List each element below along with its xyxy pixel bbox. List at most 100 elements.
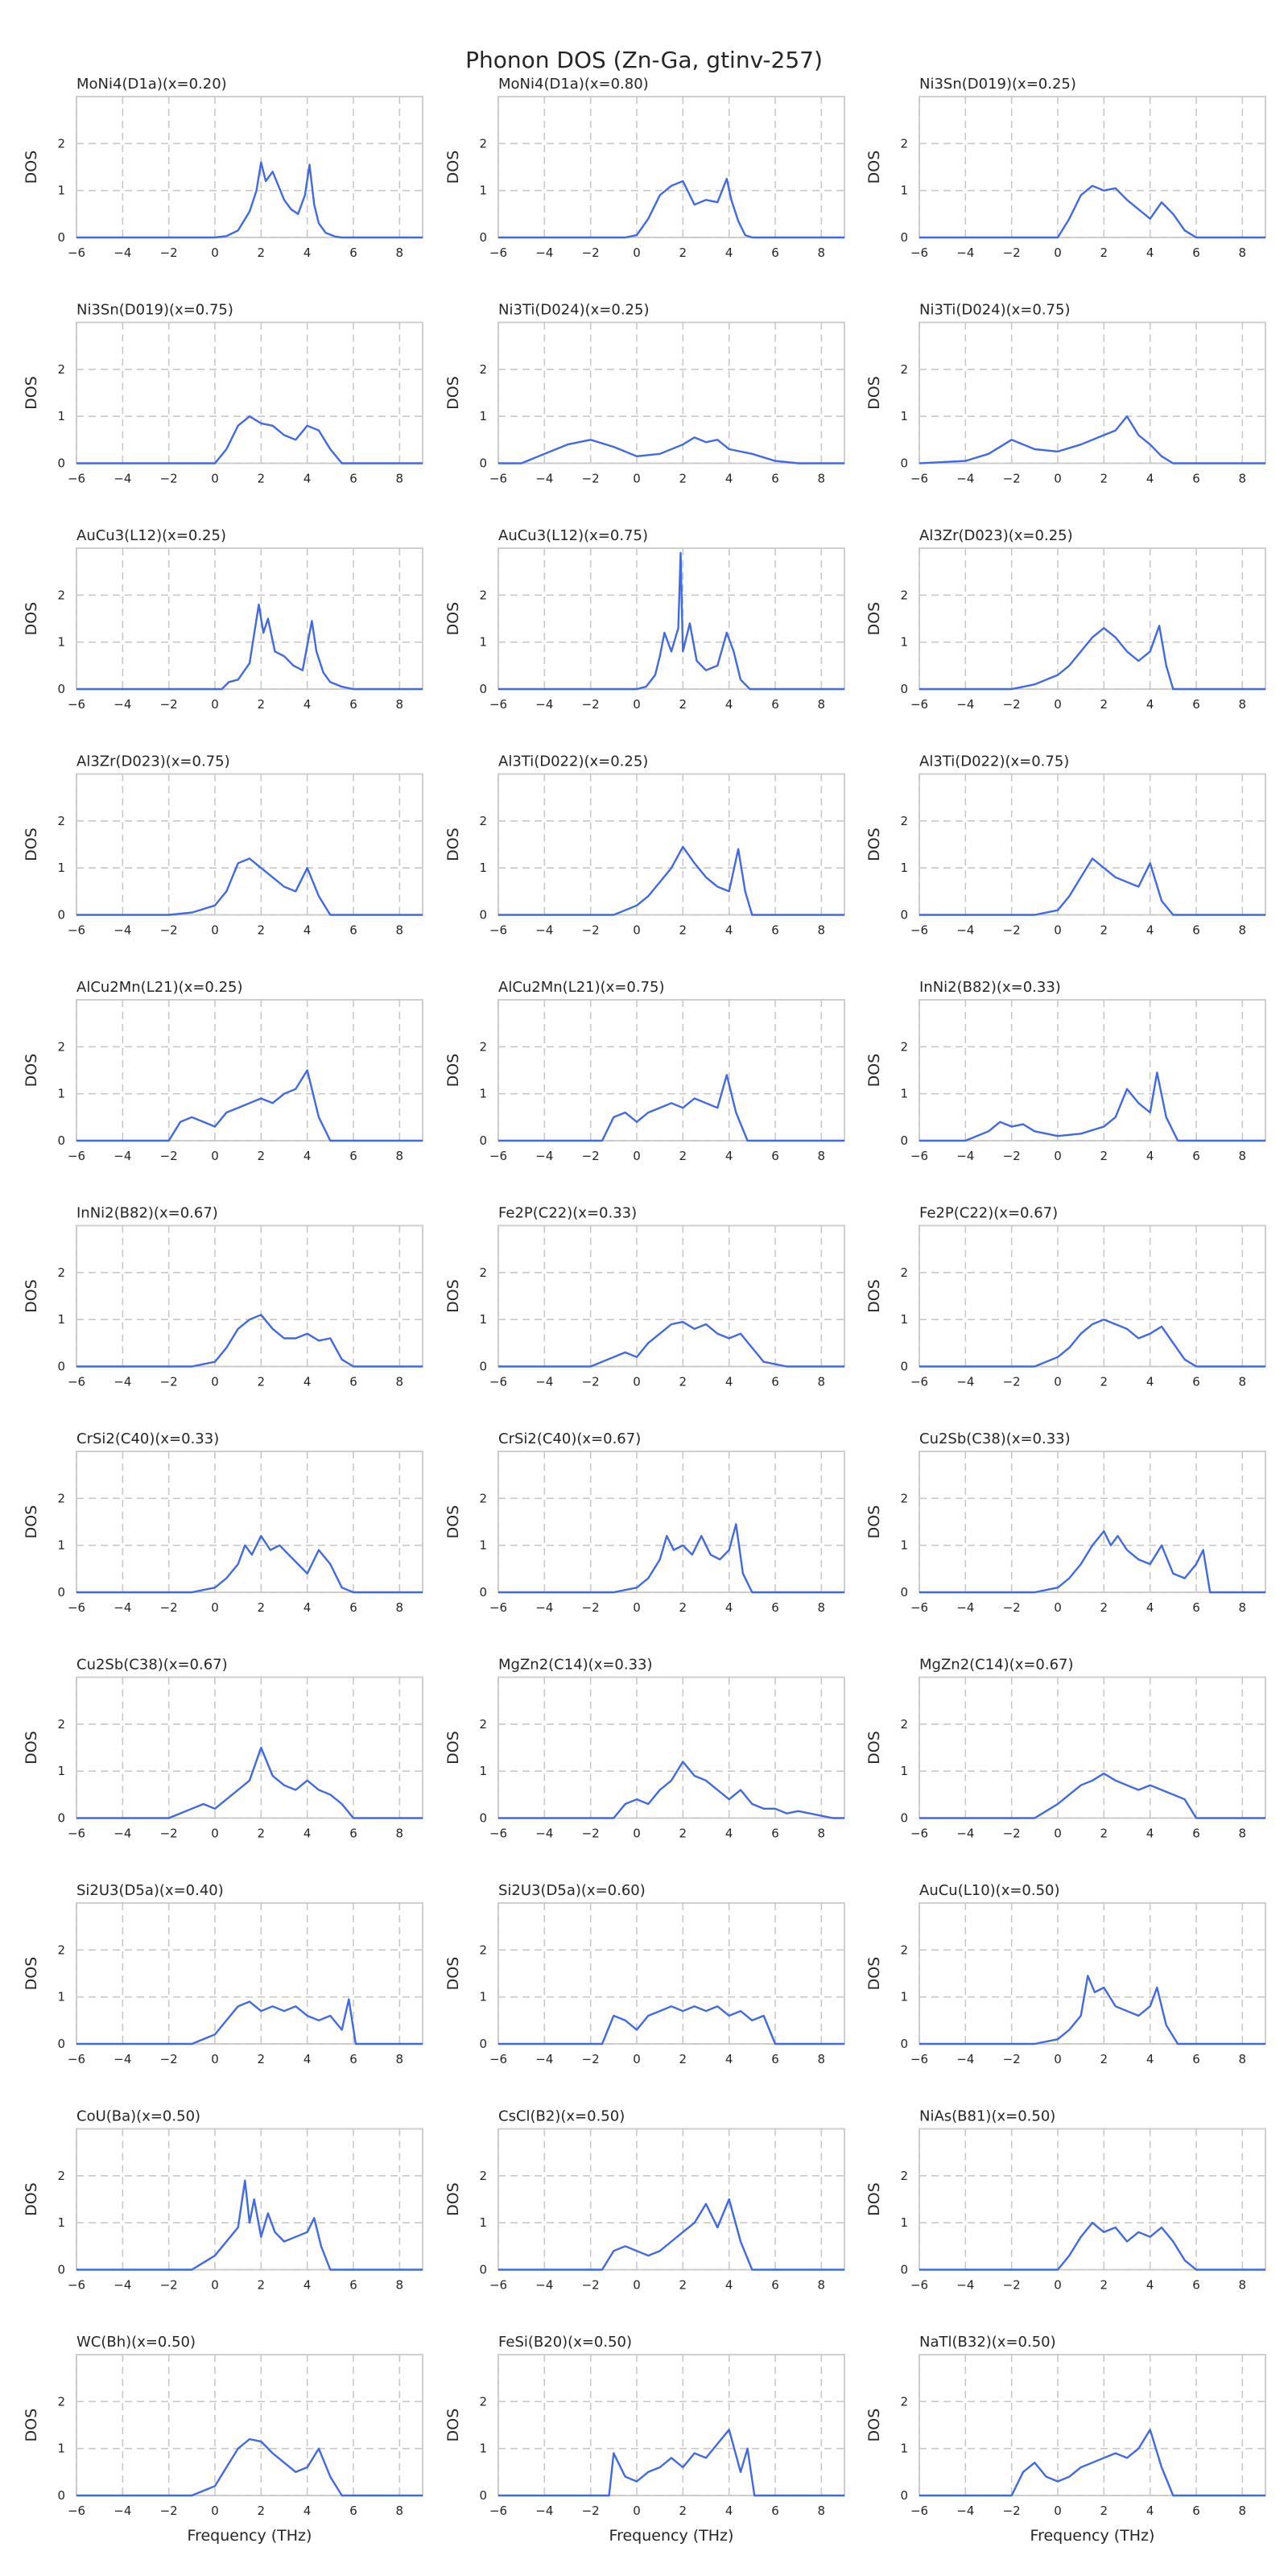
y-tick-label: 2 xyxy=(479,1942,487,1957)
x-tick-label: 8 xyxy=(396,1375,404,1389)
y-tick-label: 2 xyxy=(57,814,65,828)
x-tick-label: 0 xyxy=(211,1375,219,1389)
x-tick-label: 6 xyxy=(771,1375,779,1389)
y-tick-label: 0 xyxy=(57,908,65,923)
x-tick-label: −6 xyxy=(68,1600,85,1615)
panel: −6 −4 −2 0 2 4 6 8 0 1 2 DOS Fe2P(C22)(x=0.33) xyxy=(444,1205,845,1389)
y-tick-label: 1 xyxy=(900,184,908,198)
x-tick-label: 8 xyxy=(1239,1375,1247,1389)
panel: −6 −4 −2 0 2 4 6 8 0 1 2 DOS CsCl(B2)(x=0.50) xyxy=(444,2108,845,2293)
y-axis-label: DOS xyxy=(23,2182,40,2216)
x-tick-label: 6 xyxy=(1192,697,1200,712)
x-tick-label: 4 xyxy=(303,1827,312,1841)
y-tick-label: 0 xyxy=(479,1585,487,1600)
x-tick-label: 4 xyxy=(303,923,312,938)
y-tick-label: 0 xyxy=(479,230,487,245)
y-tick-label: 2 xyxy=(900,362,908,377)
plot-area xyxy=(76,1902,423,2045)
plot-area xyxy=(497,1902,845,2045)
x-tick-label: −2 xyxy=(1003,1149,1021,1163)
panel-title: MgZn2(C14)(x=0.67) xyxy=(919,1657,1074,1674)
x-tick-label: −2 xyxy=(1003,1600,1021,1615)
y-tick-label: 2 xyxy=(479,2394,487,2409)
plot-area xyxy=(919,999,1266,1141)
dos-line xyxy=(76,857,423,916)
x-tick-label: −4 xyxy=(535,472,553,486)
y-axis-label: DOS xyxy=(865,151,883,184)
panel: −6 −4 −2 0 2 4 6 8 0 1 2 DOS Ni3Ti(D024)(x=0.75) xyxy=(865,302,1266,486)
y-tick-label: 0 xyxy=(900,1585,908,1600)
y-axis-label: DOS xyxy=(865,2409,883,2442)
y-axis-label: DOS xyxy=(23,828,40,861)
panel-title: AuCu3(L12)(x=0.75) xyxy=(498,527,648,544)
x-tick-label: 2 xyxy=(258,697,266,712)
dos-line xyxy=(498,1074,844,1142)
x-tick-label: −2 xyxy=(1003,2504,1021,2518)
x-tick-label: −2 xyxy=(582,2052,600,2066)
x-tick-label: −2 xyxy=(1003,697,1021,712)
x-tick-label: 8 xyxy=(396,1827,404,1841)
x-tick-label: 2 xyxy=(1100,2052,1108,2066)
x-tick-label: −4 xyxy=(114,2052,131,2066)
dos-line xyxy=(498,2429,844,2497)
x-tick-label: 2 xyxy=(258,1827,266,1841)
x-tick-label: −2 xyxy=(160,246,178,260)
y-tick-label: 1 xyxy=(57,861,65,875)
x-tick-label: −6 xyxy=(489,1375,507,1389)
dos-line xyxy=(919,857,1265,916)
y-tick-label: 1 xyxy=(57,1087,65,1101)
x-tick-label: −4 xyxy=(535,1149,553,1163)
x-tick-label: 2 xyxy=(258,1149,266,1163)
panel-title: InNi2(B82)(x=0.33) xyxy=(919,979,1061,996)
x-tick-label: −4 xyxy=(956,472,974,486)
x-tick-label: 6 xyxy=(771,2504,779,2518)
y-tick-label: 2 xyxy=(900,588,908,602)
x-tick-label: 8 xyxy=(396,1149,404,1163)
x-tick-label: 0 xyxy=(211,697,219,712)
y-tick-label: 2 xyxy=(479,1717,487,1732)
y-tick-label: 0 xyxy=(57,230,65,245)
panel: −6 −4 −2 0 2 4 6 8 0 1 2 DOS Al3Ti(D022)(x=0.25) xyxy=(444,753,845,938)
x-tick-label: 8 xyxy=(1239,923,1247,938)
y-tick-label: 2 xyxy=(479,2169,487,2183)
y-tick-label: 2 xyxy=(479,588,487,602)
x-tick-label: 6 xyxy=(1192,1600,1200,1615)
y-tick-label: 0 xyxy=(900,1811,908,1826)
y-tick-label: 0 xyxy=(900,456,908,471)
panel-title: NaTl(B32)(x=0.50) xyxy=(919,2334,1056,2351)
x-tick-label: 2 xyxy=(1100,1375,1108,1389)
x-tick-label: −4 xyxy=(956,1827,974,1841)
x-tick-label: 4 xyxy=(1146,2278,1154,2293)
plot-area xyxy=(919,96,1266,238)
panel: −6 −4 −2 0 2 4 6 8 0 1 2 DOS Fe2P(C22)(x=0.67) xyxy=(865,1205,1266,1389)
x-tick-label: −6 xyxy=(910,1375,928,1389)
x-tick-label: 2 xyxy=(1100,2504,1108,2518)
x-tick-label: 0 xyxy=(633,1827,641,1841)
y-axis-label: DOS xyxy=(23,602,40,636)
panel-title: Ni3Sn(D019)(x=0.25) xyxy=(919,76,1076,93)
panel-title: Al3Zr(D023)(x=0.75) xyxy=(76,753,230,770)
y-axis-label: DOS xyxy=(444,2409,462,2442)
y-tick-label: 2 xyxy=(479,1039,487,1054)
x-tick-label: −6 xyxy=(489,1827,507,1841)
dos-line xyxy=(498,845,844,916)
x-tick-label: −2 xyxy=(582,1600,600,1615)
panel-title: Cu2Sb(C38)(x=0.67) xyxy=(76,1657,228,1674)
x-tick-label: 2 xyxy=(1100,1149,1108,1163)
x-tick-label: 0 xyxy=(211,1149,219,1163)
x-tick-label: 6 xyxy=(771,697,779,712)
panel: −6 −4 −2 0 2 4 6 8 0 1 2 DOS MoNi4(D1a)(x=0.80) xyxy=(444,76,845,260)
x-tick-label: 4 xyxy=(303,697,312,712)
x-tick-label: 8 xyxy=(818,1600,826,1615)
y-tick-label: 1 xyxy=(479,409,487,423)
x-tick-label: 2 xyxy=(258,1375,266,1389)
y-axis-label: DOS xyxy=(23,1054,40,1088)
x-tick-label: 8 xyxy=(818,2504,826,2518)
dos-line xyxy=(919,1772,1265,1819)
dos-line xyxy=(498,177,844,239)
plot-area xyxy=(919,2354,1266,2496)
panel-title: MoNi4(D1a)(x=0.80) xyxy=(498,76,649,93)
dos-line xyxy=(919,2222,1265,2271)
x-tick-label: −2 xyxy=(582,1375,600,1389)
x-tick-label: 0 xyxy=(633,246,641,260)
